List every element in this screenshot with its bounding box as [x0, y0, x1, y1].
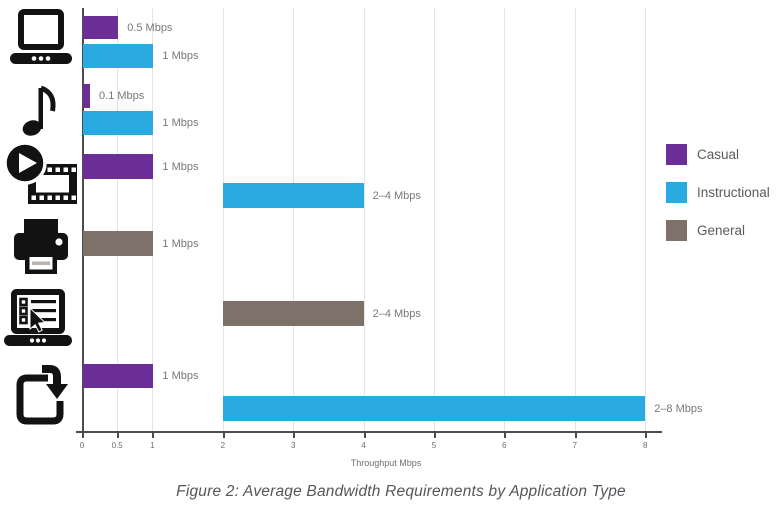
legend: Casual Instructional General [666, 144, 770, 258]
legend-item: General [666, 220, 770, 241]
bar-value-label: 2–4 Mbps [372, 189, 421, 202]
gridline [152, 8, 154, 431]
x-tick-label: 3 [290, 441, 296, 450]
x-axis-title: Throughput Mbps [350, 458, 422, 468]
bar-value-label: 0.1 Mbps [99, 90, 145, 102]
legend-label: Casual [697, 147, 740, 162]
bar-instructional [222, 183, 364, 208]
gridline [222, 8, 224, 431]
bar-value-label: 1 Mbps [162, 50, 199, 62]
x-tick [363, 433, 366, 438]
x-tick [504, 433, 507, 438]
gridline [434, 8, 435, 431]
bar-casual [83, 154, 154, 179]
legend-swatch [666, 220, 687, 241]
x-tick [434, 433, 436, 438]
bar-instructional [83, 111, 154, 135]
download-icon [16, 365, 68, 425]
gridline [293, 8, 295, 431]
x-tick-label: 7 [572, 441, 578, 450]
x-tick-label: 4 [361, 441, 366, 450]
bar-value-label: 1 Mbps [162, 160, 199, 173]
video-film-icon [3, 141, 77, 204]
bar-value-label: 1 Mbps [162, 117, 199, 129]
x-tick-label: 1 [150, 441, 155, 450]
legend-label: General [697, 223, 746, 238]
y-axis-line [82, 8, 84, 431]
bar-casual [83, 16, 119, 39]
x-tick [152, 433, 155, 438]
x-tick-label: 5 [431, 441, 437, 450]
printer-icon [14, 219, 68, 274]
x-tick-label: 8 [642, 441, 648, 450]
legend-swatch [666, 144, 687, 165]
gridline [645, 8, 647, 431]
x-tick-label: 2 [220, 441, 226, 450]
bar-instructional [222, 396, 646, 421]
bar-value-label: 2–8 Mbps [654, 402, 703, 415]
bar-instructional [83, 44, 154, 68]
legend-swatch [666, 182, 687, 203]
bar-value-label: 1 Mbps [162, 237, 199, 250]
x-tick [82, 433, 84, 438]
x-tick [574, 433, 577, 438]
bar-general [83, 231, 154, 256]
x-axis-line [76, 431, 662, 433]
gridline [363, 8, 365, 431]
bar-casual [83, 364, 154, 388]
bar-value-label: 2–4 Mbps [372, 307, 421, 320]
legend-item: Instructional [666, 182, 770, 203]
bar-general [222, 301, 364, 326]
x-tick [222, 433, 225, 438]
gridline [117, 8, 119, 431]
legend-item: Casual [666, 144, 770, 165]
x-tick [645, 433, 648, 438]
figure-caption: Figure 2: Average Bandwidth Requirements… [176, 483, 626, 500]
gridline [574, 8, 576, 431]
x-tick-label: 6 [502, 441, 507, 450]
music-note-icon [22, 85, 56, 136]
x-tick [293, 433, 296, 438]
laptop-icon [10, 9, 72, 64]
x-tick-label: 0 [79, 441, 85, 450]
bar-casual [83, 84, 91, 108]
survey-checklist-icon [4, 289, 72, 346]
bar-value-label: 1 Mbps [162, 370, 199, 382]
x-tick [117, 433, 120, 438]
gridline [504, 8, 506, 431]
legend-label: Instructional [697, 185, 770, 200]
bar-value-label: 0.5 Mbps [127, 21, 173, 34]
x-tick-label: 0.5 [111, 441, 123, 450]
